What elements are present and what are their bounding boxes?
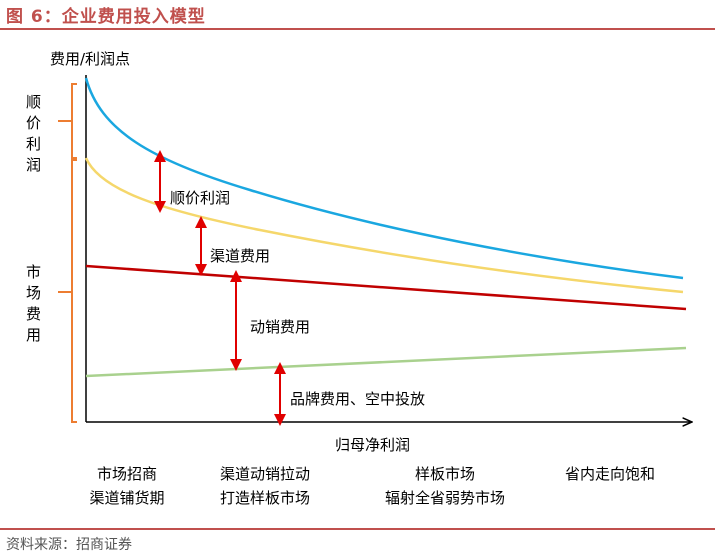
stage-3-line1: 样板市场 bbox=[414, 465, 475, 483]
gap-label-sales: 动销费用 bbox=[250, 318, 311, 336]
stage-4-line1: 省内走向饱和 bbox=[564, 465, 655, 483]
bracket-label-top: 顺价利润 bbox=[26, 93, 42, 174]
stage-1-line2: 渠道铺货期 bbox=[89, 489, 165, 507]
stage-3: 样板市场 辐射全省弱势市场 bbox=[360, 462, 530, 510]
stage-1: 市场招商 渠道铺货期 bbox=[72, 462, 182, 510]
blue-curve bbox=[84, 77, 684, 280]
figure-title: 图 6：企业费用投入模型 bbox=[6, 7, 206, 27]
source-note: 资料来源：招商证券 bbox=[6, 537, 132, 553]
stage-2-line1: 渠道动销拉动 bbox=[219, 465, 310, 483]
bracket-label-bottom: 市场费用 bbox=[26, 263, 42, 344]
stage-1-line1: 市场招商 bbox=[96, 465, 157, 483]
top-bracket bbox=[58, 83, 77, 159]
gap-label-profit: 顺价利润 bbox=[170, 189, 231, 207]
title-rule bbox=[0, 28, 715, 30]
y-axis-label: 费用/利润点 bbox=[50, 50, 131, 68]
yellow-curve bbox=[84, 157, 684, 294]
gap-label-channel: 渠道费用 bbox=[210, 247, 271, 265]
bottom-bracket bbox=[58, 159, 77, 423]
gap-label-brand: 品牌费用、空中投放 bbox=[290, 390, 426, 408]
red-line bbox=[85, 264, 687, 311]
x-axis-label: 归母净利润 bbox=[335, 436, 411, 454]
stage-2-line2: 打造样板市场 bbox=[219, 489, 310, 507]
footer-rule bbox=[0, 528, 715, 530]
stage-4: 省内走向饱和 bbox=[540, 462, 680, 486]
stage-3-line2: 辐射全省弱势市场 bbox=[384, 489, 505, 507]
green-line bbox=[85, 346, 687, 378]
stage-2: 渠道动销拉动 打造样板市场 bbox=[200, 462, 330, 510]
